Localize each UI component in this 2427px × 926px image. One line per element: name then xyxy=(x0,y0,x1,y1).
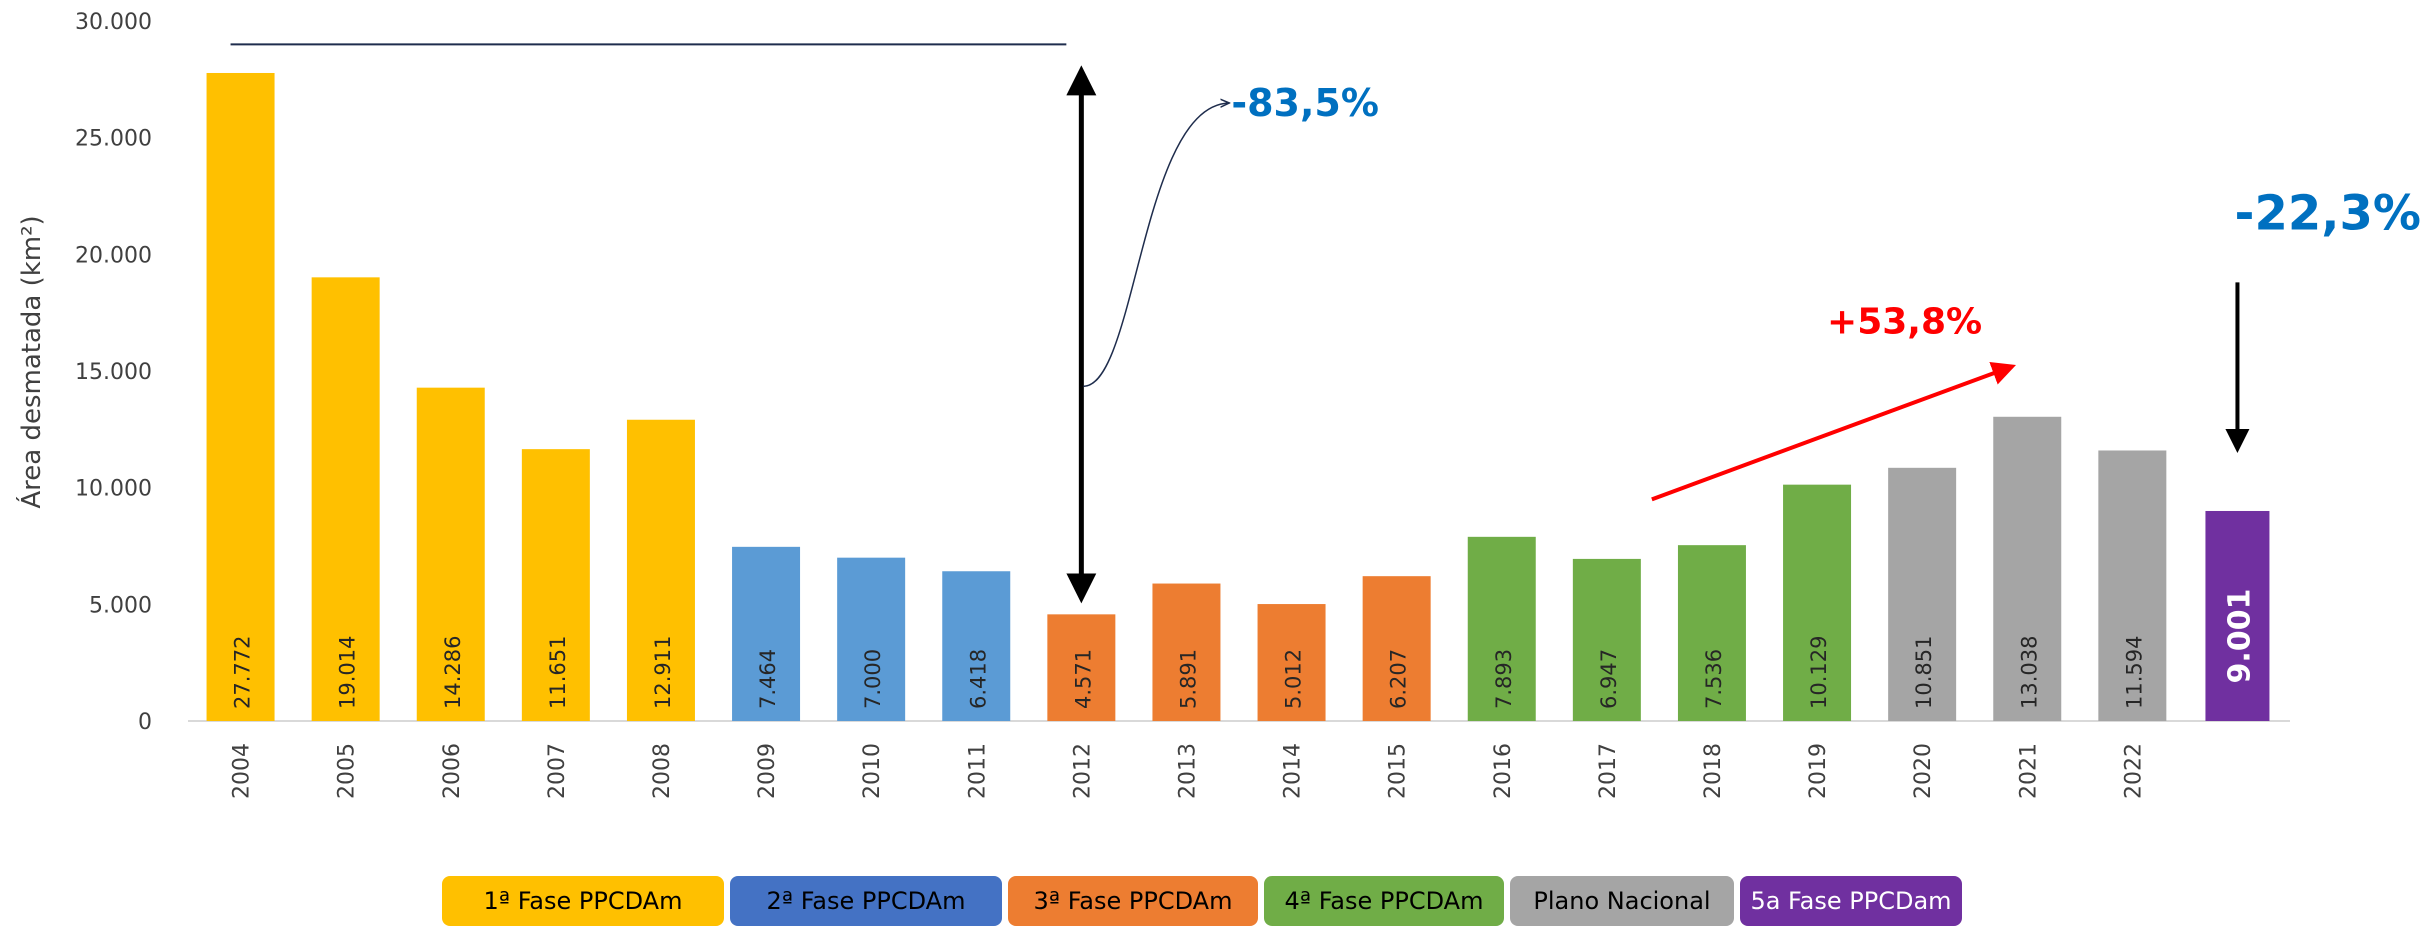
bar-value-label: 27.772 xyxy=(231,636,255,709)
legend-item: 5a Fase PPCDam xyxy=(1740,876,1962,926)
x-tick-label: 2004 xyxy=(230,743,255,799)
y-tick-label: 20.000 xyxy=(75,243,152,268)
bar-2007 xyxy=(521,449,590,721)
bar-value-label: 4.571 xyxy=(1071,649,1095,709)
bar-value-label: 11.594 xyxy=(2122,636,2146,709)
y-tick-label: 5.000 xyxy=(89,593,152,618)
bar-2019 xyxy=(1783,484,1852,721)
deforestation-bar-chart: Área desmatada (km²) 0 5.000 10.000 15.000 2… xyxy=(15,10,2421,799)
bar-2011 xyxy=(942,571,1011,721)
x-tick-label: 2010 xyxy=(860,743,885,799)
bar-value-label: 5.012 xyxy=(1282,649,1306,709)
y-tick-label: 10.000 xyxy=(75,477,152,502)
bar-value-label: 5.891 xyxy=(1176,649,1200,709)
bar-value-label: 14.286 xyxy=(441,636,465,709)
x-tick-label: 2011 xyxy=(965,743,990,799)
bar-2014 xyxy=(1257,604,1326,721)
bar-2015 xyxy=(1362,576,1431,721)
x-tick-label: 2007 xyxy=(545,743,570,799)
x-tick-label: 2013 xyxy=(1175,743,1200,799)
y-tick-label: 25.000 xyxy=(75,127,152,152)
bar-value-label: 11.651 xyxy=(546,636,570,709)
x-tick-label: 2014 xyxy=(1281,743,1306,799)
annotations-group: -83,5% +53,8% -22,3% xyxy=(230,43,2421,604)
legend-item: 1ª Fase PPCDAm xyxy=(442,876,724,926)
bar-value-label: 6.947 xyxy=(1597,649,1621,709)
bar-2006 xyxy=(416,387,485,721)
bar-extra-2023 xyxy=(2205,510,2270,721)
y-axis-label: Área desmatada (km²) xyxy=(15,215,47,508)
legend: 1ª Fase PPCDAm 2ª Fase PPCDAm 3ª Fase PPCD… xyxy=(0,876,2427,926)
legend-item: 3ª Fase PPCDAm xyxy=(1008,876,1258,926)
bar-2012 xyxy=(1047,614,1116,721)
bar-2018 xyxy=(1677,545,1746,721)
bar-value-label: 12.911 xyxy=(651,636,675,709)
bar-value-label: 7.000 xyxy=(861,649,885,709)
bar-2004 xyxy=(206,72,275,721)
final-drop-percent-label: -22,3% xyxy=(2235,185,2421,241)
x-tick-label: 2008 xyxy=(650,743,675,799)
x-tick-label: 2017 xyxy=(1596,743,1621,799)
bar-2016 xyxy=(1467,536,1536,721)
bar-2017 xyxy=(1572,558,1641,721)
bar-value-label: 7.536 xyxy=(1702,649,1726,709)
bar-value-label: 13.038 xyxy=(2017,636,2041,709)
x-tick-label: 2016 xyxy=(1491,743,1516,799)
bar-2013 xyxy=(1152,583,1221,721)
x-axis-ticks: 2004 2005 2006 2007 2008 2009 2010 2011 2012 2013… xyxy=(230,743,2147,799)
bar-2021 xyxy=(1993,416,2062,721)
drop-percent-label: -83,5% xyxy=(1231,81,1379,125)
bar-2010 xyxy=(837,557,906,721)
x-tick-label: 2021 xyxy=(2016,743,2041,799)
bar-value-label: 7.464 xyxy=(756,649,780,709)
bar-value-label: 6.207 xyxy=(1387,649,1411,709)
y-tick-label: 30.000 xyxy=(75,10,152,35)
x-tick-label: 2018 xyxy=(1701,743,1726,799)
bar-2009 xyxy=(732,546,801,721)
y-tick-label: 15.000 xyxy=(75,360,152,385)
drop-pointer-curve xyxy=(1083,103,1229,388)
bar-2022 xyxy=(2098,450,2167,721)
x-tick-label: 2005 xyxy=(335,743,360,799)
bars-group: 27.772 19.014 14.286 11.651 12.911 7.464 7.000… xyxy=(206,72,2270,721)
legend-item: 4ª Fase PPCDAm xyxy=(1264,876,1504,926)
x-tick-label: 2012 xyxy=(1070,743,1095,799)
bar-value-label: 10.129 xyxy=(1807,636,1831,709)
x-tick-label: 2019 xyxy=(1806,743,1831,799)
bar-2005 xyxy=(311,277,380,721)
x-tick-label: 2022 xyxy=(2121,743,2146,799)
bar-2008 xyxy=(626,419,695,721)
x-tick-label: 2009 xyxy=(755,743,780,799)
bar-extra-value-label: 9.001 xyxy=(2222,589,2257,684)
bar-value-label: 7.893 xyxy=(1492,649,1516,709)
bar-value-label: 10.851 xyxy=(1912,636,1936,709)
y-axis-ticks: 0 5.000 10.000 15.000 20.000 25.000 30.000 xyxy=(75,10,152,735)
bar-2020 xyxy=(1888,467,1957,721)
x-tick-label: 2020 xyxy=(1911,743,1936,799)
x-tick-label: 2015 xyxy=(1386,743,1411,799)
bar-value-label: 6.418 xyxy=(966,649,990,709)
y-tick-label: 0 xyxy=(138,710,152,735)
legend-item: 2ª Fase PPCDAm xyxy=(730,876,1002,926)
legend-item: Plano Nacional xyxy=(1510,876,1734,926)
bar-value-label: 19.014 xyxy=(336,636,360,709)
rise-arrow xyxy=(1651,361,2017,502)
rise-percent-label: +53,8% xyxy=(1827,302,1982,343)
x-tick-label: 2006 xyxy=(440,743,465,799)
